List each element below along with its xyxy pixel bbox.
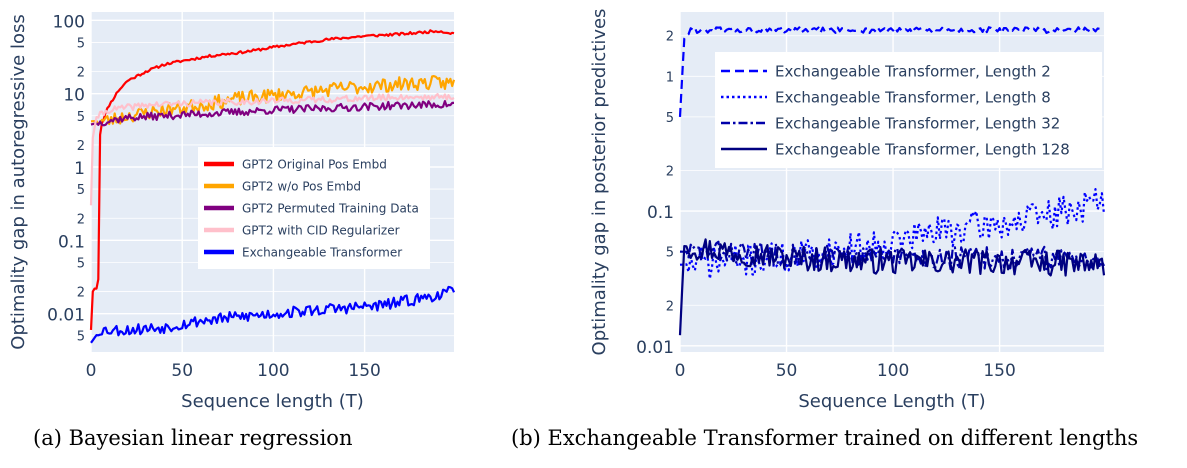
y-axis-title: Optimality gap in posterior predictives	[589, 9, 610, 356]
y-tick-label: 2	[666, 299, 674, 314]
series-line-2	[679, 240, 1106, 271]
x-tick-label: 50	[171, 361, 193, 381]
series-line-0	[678, 26, 1105, 117]
x-tick-label: 150	[983, 361, 1015, 381]
y-tick-label: 1	[666, 70, 674, 85]
y-tick-label: 2	[77, 286, 85, 301]
y-tick-label: 5	[666, 111, 674, 126]
x-tick-label: 0	[675, 361, 686, 381]
y-tick-label: 5	[77, 256, 85, 271]
x-axis-title: Sequence length (T)	[181, 391, 364, 412]
y-tick-label: 10	[63, 86, 85, 106]
series-line-2	[90, 100, 454, 127]
legend-label: GPT2 Permuted Training Data	[242, 201, 419, 215]
legend-label: GPT2 w/o Pos Embd	[242, 179, 361, 193]
y-tick-label: 0.1	[647, 203, 674, 223]
x-tick-label: 150	[348, 361, 380, 381]
legend: GPT2 Original Pos Embd GPT2 w/o Pos Embd G…	[198, 147, 430, 269]
y-tick-label: 2	[666, 30, 674, 45]
y-tick-label: 0.01	[636, 338, 674, 358]
caption-b: (b) Exchangeable Transformer trained on …	[511, 426, 1139, 450]
x-axis-title: Sequence Length (T)	[798, 391, 985, 412]
y-tick-label: 5	[77, 110, 85, 125]
y-tick-label: 5	[77, 183, 85, 198]
y-tick-label: 5	[77, 330, 85, 345]
caption-a: (a) Bayesian linear regression	[33, 426, 353, 450]
y-tick-label: 0.01	[47, 306, 85, 326]
y-tick-label: 2	[666, 164, 674, 179]
series-line-3	[678, 238, 1106, 336]
legend-label: Exchangeable Transformer, Length 8	[775, 88, 1051, 106]
y-tick-label: 5	[666, 246, 674, 261]
y-tick-label: 1	[74, 159, 85, 179]
y-tick-label: 2	[77, 66, 85, 81]
y-tick-label: 2	[77, 212, 85, 227]
x-tick-label: 0	[86, 361, 97, 381]
y-axis-title: Optimality gap in autoregressive loss	[8, 14, 29, 349]
y-tick-label: 100	[53, 12, 85, 32]
legend-box	[198, 147, 430, 269]
series-line-1	[679, 188, 1106, 280]
y-tick-label: 2	[77, 139, 85, 154]
legend-box	[715, 52, 1102, 168]
chart-b: 2 1 5 2 0.1 5 2 0.010 50 100 150 Sequence Length (T…	[589, 9, 1106, 412]
series-line-4	[90, 285, 456, 344]
legend: Exchangeable Transformer, Length 2 Exchan…	[715, 52, 1102, 168]
x-tick-label: 50	[776, 361, 798, 381]
legend-label: Exchangeable Transformer	[242, 245, 402, 259]
legend-label: Exchangeable Transformer, Length 2	[775, 62, 1051, 80]
series-line-0	[89, 29, 455, 330]
legend-label: GPT2 with CID Regularizer	[242, 223, 400, 237]
x-tick-label: 100	[257, 361, 289, 381]
legend-label: GPT2 Original Pos Embd	[242, 157, 387, 171]
legend-label: Exchangeable Transformer, Length 128	[775, 140, 1070, 158]
x-tick-label: 100	[877, 361, 909, 381]
legend-label: Exchangeable Transformer, Length 32	[775, 114, 1060, 132]
y-tick-label: 5	[77, 36, 85, 51]
series-line-3	[89, 93, 455, 206]
y-tick-label: 0.1	[58, 232, 85, 252]
